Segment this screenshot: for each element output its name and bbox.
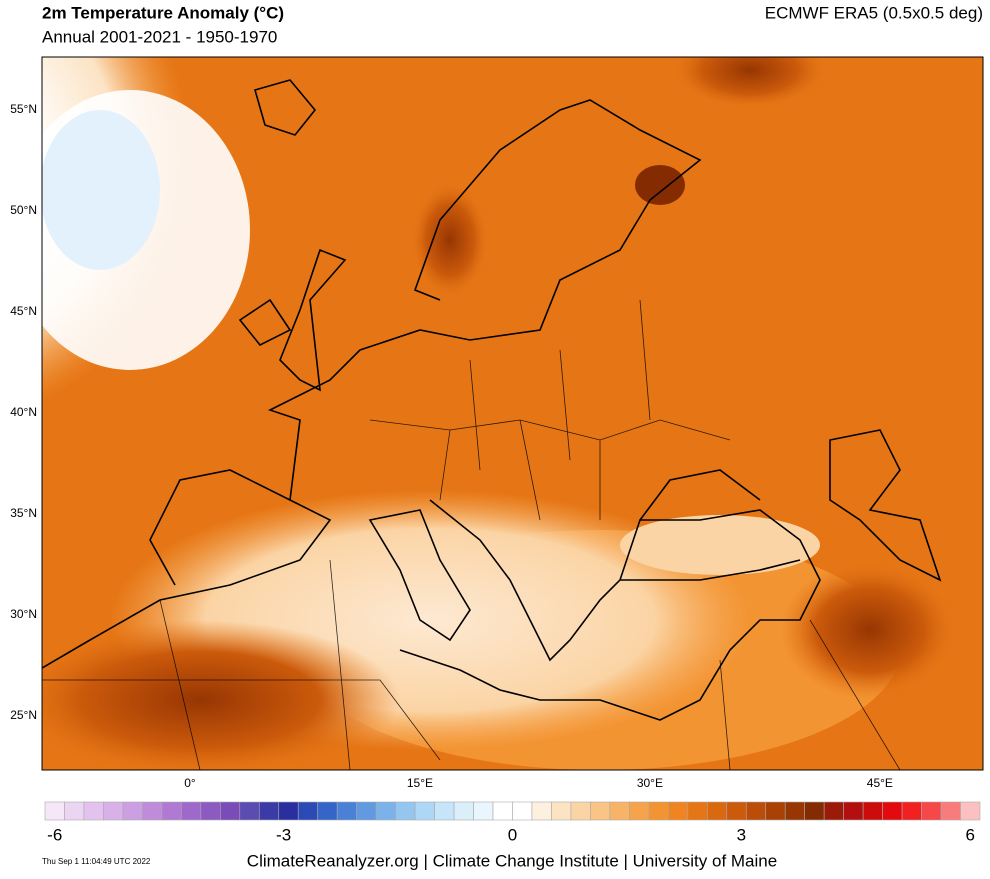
colorbar-swatch [531,801,552,821]
coastline [620,559,801,581]
coastline [368,509,471,642]
colorbar-swatch [181,801,202,821]
colorbar-swatch [843,801,864,821]
lat-label: 45°N [10,304,37,318]
timestamp: Thu Sep 1 11:04:49 UTC 2022 [42,857,151,866]
colorbar-swatch [395,801,416,821]
colorbar-swatch [629,801,650,821]
lat-label: 50°N [10,203,37,217]
lon-label: 45°E [867,776,893,790]
map-frame [41,56,984,771]
colorbar-swatch [726,801,747,821]
colorbar-swatch [220,801,241,821]
colorbar-swatch [823,801,844,821]
field [670,57,830,110]
colorbar-swatch [278,801,299,821]
coastline [238,298,292,347]
lon-label: 0° [184,776,196,790]
colorbar-swatch [882,801,903,821]
colorbar-swatch [103,801,124,821]
colorbar-tick-label: 3 [737,825,746,844]
colorbar-swatch [142,801,163,821]
borders [42,299,901,770]
map [42,57,983,770]
colorbar-swatch [336,801,357,821]
coastline [279,248,347,392]
colorbar-swatch [960,801,981,821]
lat-label: 40°N [10,405,37,419]
colorbar-swatch [940,801,961,821]
coastline [254,79,317,136]
colorbar-swatch [161,801,182,821]
colorbar-swatch [609,801,630,821]
field [42,620,400,770]
colorbar-swatch [765,801,786,821]
border [42,559,901,770]
colorbar-swatch [512,801,533,821]
colorbar-swatch [668,801,689,821]
colorbar-swatch [921,801,942,821]
colorbar-swatch [706,801,728,821]
colorbar-swatch [258,801,280,821]
colorbar-swatch [784,801,805,821]
colorbar-swatch [297,801,319,821]
colorbar-swatch [434,801,455,821]
colorbar-swatch [122,801,143,821]
source: ECMWF ERA5 (0.5x0.5 deg) [765,3,983,22]
lat-label: 35°N [10,506,37,520]
field [780,560,960,700]
coastline [399,499,821,721]
title: 2m Temperature Anomaly (°C) [42,3,284,22]
colorbar-swatch [453,801,474,821]
field [635,165,685,205]
colorbar-swatch [862,801,883,821]
colorbar-swatch [44,801,65,821]
colorbar-swatch [551,801,572,821]
colorbar-swatch [570,801,591,821]
lon-label: 30°E [637,776,663,790]
coastline [639,469,761,521]
border [369,299,731,521]
colorbar-swatch [414,801,435,821]
colorbar-swatch [901,801,922,821]
field [42,110,160,270]
colorbar-swatch [473,801,494,821]
coastline [829,429,942,582]
colorbar: -6 -3 0 3 6 [44,801,981,844]
colorbar-swatch [590,801,611,821]
colorbar-swatch [745,801,767,821]
subtitle: Annual 2001-2021 - 1950-1970 [42,27,277,46]
lat-label: 30°N [10,607,37,621]
colorbar-tick-label: -3 [276,825,291,844]
colorbar-swatch [83,801,104,821]
colorbar-swatch [64,801,85,821]
lon-label: 15°E [407,776,433,790]
colorbar-swatch [687,801,708,821]
colorbar-tick-label: -6 [47,825,62,844]
colorbar-swatch [492,801,513,821]
lat-label: 25°N [10,708,37,722]
colorbar-tick-label: 0 [508,825,517,844]
field [410,180,490,300]
colorbar-swatch [648,801,669,821]
colorbar-tick-label: 6 [966,825,975,844]
coastlines [42,79,942,721]
colorbar-swatch [804,801,825,821]
colorbar-swatch [239,801,260,821]
credits: ClimateReanalyzer.org | Climate Change I… [247,851,777,870]
coastline [267,99,702,501]
field [620,515,820,575]
colorbar-swatch [317,801,338,821]
colorbar-swatch [356,801,377,821]
coastline [42,469,332,669]
colorbar-swatch [200,801,221,821]
colorbar-swatch [375,801,396,821]
lat-label: 55°N [10,102,37,116]
